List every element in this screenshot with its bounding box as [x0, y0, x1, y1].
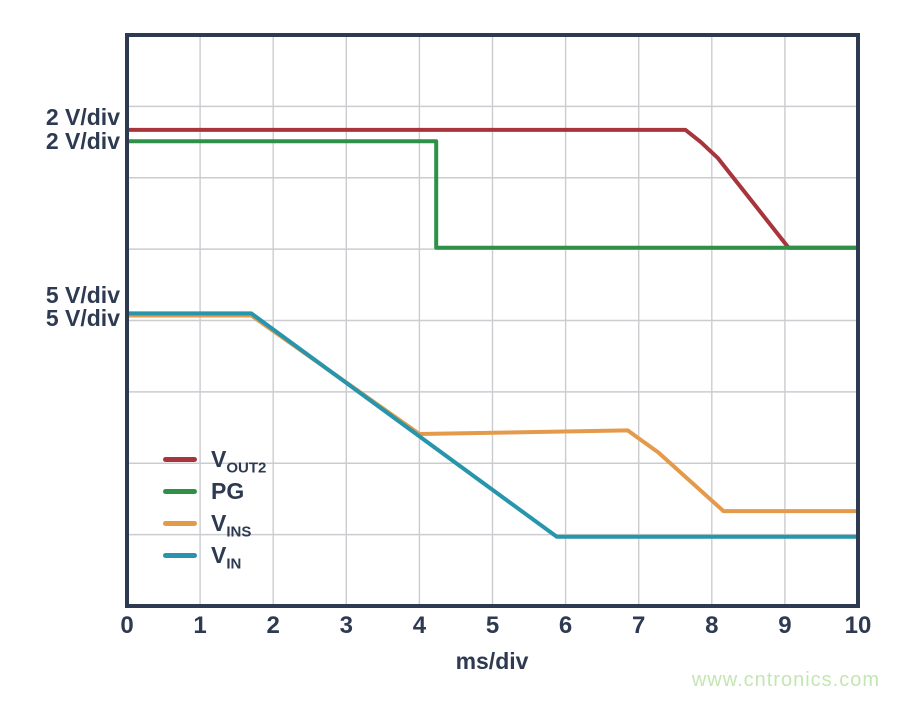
legend-swatch: [163, 488, 197, 494]
legend-swatch: [163, 456, 197, 462]
x-tick-10: 10: [844, 612, 872, 639]
legend-item-vin: VIN: [163, 539, 266, 573]
x-tick-4: 4: [412, 612, 427, 639]
scale-label-vins: 5 V/div: [45, 282, 120, 308]
legend-swatch: [163, 552, 197, 558]
legend-swatch: [163, 520, 197, 526]
legend-label: VOUT2: [211, 446, 267, 477]
trace-vin: [127, 311, 858, 539]
legend-label: VINS: [211, 510, 252, 541]
scale-label-pg: 2 V/div: [45, 128, 120, 154]
legend-item-vout2: VOUT2: [163, 443, 267, 477]
x-tick-1: 1: [193, 612, 207, 639]
plot-border: [125, 33, 860, 608]
scale-label-vin: 5 V/div: [45, 305, 120, 331]
x-tick-8: 8: [705, 612, 719, 639]
x-tick-9: 9: [778, 612, 792, 639]
legend-label: VIN: [211, 542, 242, 573]
waveform-traces: [127, 127, 858, 539]
trace-pg: [127, 139, 858, 250]
watermark: www.cntronics.com: [691, 669, 880, 691]
x-tick-5: 5: [485, 612, 500, 639]
legend: VOUT2 PG VINS VIN: [163, 443, 267, 573]
legend-item-vins: VINS: [163, 507, 266, 541]
legend-item-pg: PG: [163, 475, 266, 507]
x-axis-label: ms/div: [455, 648, 529, 674]
legend-label: PG: [211, 478, 245, 504]
x-tick-6: 6: [558, 612, 573, 639]
x-tick-0: 0: [120, 612, 134, 639]
scale-label-vout2: 2 V/div: [45, 104, 120, 130]
x-tick-2: 2: [266, 612, 280, 639]
x-tick-3: 3: [339, 612, 353, 639]
x-tick-7: 7: [632, 612, 646, 639]
